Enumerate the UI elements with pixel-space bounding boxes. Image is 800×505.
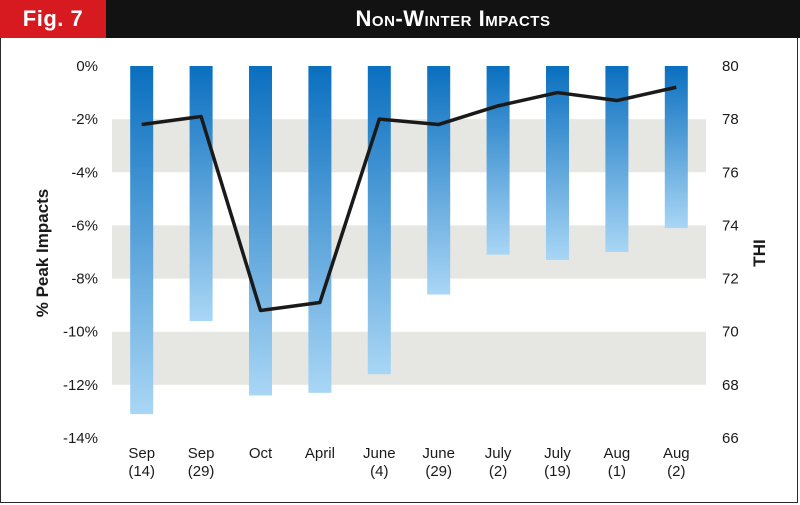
y-tick-label: -2%	[71, 111, 98, 128]
x-tick-label: April	[305, 445, 335, 462]
y2-tick-label: 76	[722, 164, 739, 181]
bar-7	[546, 66, 569, 260]
y-tick-label: -4%	[71, 164, 98, 181]
bar-series	[130, 66, 688, 415]
x-tick-label: Sep	[128, 445, 155, 462]
left-axis-ticks: 0% -2% -4% -6% -8% -10% -12% -14%	[63, 58, 98, 447]
x-tick-label: Aug	[663, 445, 690, 462]
x-tick-sublabel: (19)	[544, 463, 571, 480]
x-tick-sublabel: (4)	[370, 463, 388, 480]
figure-label: Fig. 7	[0, 0, 106, 38]
x-tick-label: June	[363, 445, 396, 462]
line-series	[141, 85, 677, 313]
bar-4	[367, 66, 391, 375]
chart-title: Non-Winter Impacts	[355, 6, 551, 31]
x-tick-label: Oct	[249, 445, 273, 462]
x-axis-ticks: Sep(14)Sep(29)Oct April June(4)June(29)Jul…	[128, 445, 689, 480]
bar-3	[308, 66, 332, 393]
y2-tick-label: 70	[722, 324, 739, 341]
right-axis-ticks: 80 78 76 74 72 70 68 66	[722, 58, 739, 447]
bar-6	[486, 66, 510, 255]
x-tick-label: June	[422, 445, 455, 462]
y-tick-label: -6%	[71, 217, 98, 234]
bar-1	[189, 66, 213, 322]
y-tick-label: -10%	[63, 324, 98, 341]
bar-8	[605, 66, 629, 252]
y2-tick-label: 66	[722, 430, 739, 447]
x-tick-sublabel: (14)	[128, 463, 155, 480]
x-tick-sublabel: (1)	[608, 463, 626, 480]
y2-tick-label: 78	[722, 111, 739, 128]
y-tick-label: -12%	[63, 377, 98, 394]
y2-tick-label: 72	[722, 271, 739, 288]
y2-tick-label: 68	[722, 377, 739, 394]
x-tick-label: Sep	[188, 445, 215, 462]
x-tick-sublabel: (2)	[489, 463, 507, 480]
x-tick-sublabel: (29)	[188, 463, 215, 480]
y-tick-label: -14%	[63, 430, 98, 447]
thi-line	[141, 85, 677, 313]
x-tick-label: Aug	[604, 445, 631, 462]
grid-band	[112, 331, 706, 385]
x-tick-label: July	[485, 445, 512, 462]
bar-5	[427, 66, 451, 295]
x-tick-label: July	[544, 445, 571, 462]
y-tick-label: 0%	[76, 58, 98, 75]
x-tick-sublabel: (2)	[667, 463, 685, 480]
x-tick-sublabel: (29)	[425, 463, 452, 480]
y-axis-label: % Peak Impacts	[33, 189, 52, 318]
y-tick-label: -8%	[71, 271, 98, 288]
figure-header: Fig. 7 Non-Winter Impacts	[0, 0, 800, 38]
bar-2	[249, 66, 272, 396]
y2-axis-label: THI	[750, 239, 769, 266]
bar-9	[664, 66, 688, 229]
y2-tick-label: 74	[722, 217, 739, 234]
y2-tick-label: 80	[722, 58, 739, 75]
bar-0	[130, 66, 154, 415]
